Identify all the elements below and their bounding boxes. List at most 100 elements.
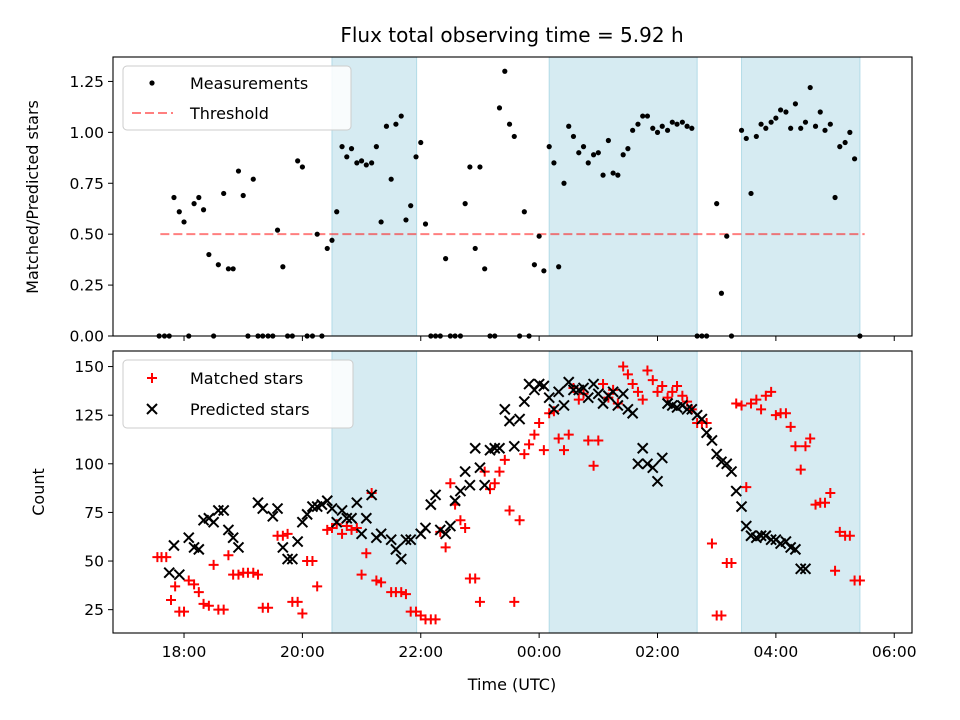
measurement-point	[674, 121, 680, 127]
predicted-star-point	[612, 399, 624, 412]
predicted-star-point	[267, 510, 279, 523]
measurement-point	[403, 217, 409, 223]
matched-star-point	[445, 478, 456, 489]
measurement-point	[506, 121, 513, 127]
measurement-point	[215, 262, 221, 268]
predicted-star-point	[735, 500, 748, 513]
measurement-point	[462, 201, 468, 207]
matched-star-point	[189, 579, 200, 590]
measurement-point	[822, 127, 828, 133]
predicted-star-point	[365, 489, 378, 501]
x-tick-label: 18:00	[162, 643, 207, 661]
measurement-point	[521, 209, 527, 215]
matched-star-point	[371, 575, 382, 586]
matched-star-point	[553, 433, 564, 444]
predicted-star-point	[651, 475, 664, 488]
legend-predicted-label: Predicted stars	[190, 400, 310, 419]
measurement-point	[334, 209, 340, 215]
measurement-point	[605, 137, 611, 144]
measurement-point	[798, 125, 804, 131]
predicted-star-point	[341, 512, 353, 524]
predicted-star-point	[331, 516, 343, 528]
bottom-legend: Matched stars Predicted stars	[122, 359, 354, 429]
measurement-point	[344, 154, 350, 160]
x-tick-label: 20:00	[280, 643, 325, 661]
matched-star-point	[351, 522, 362, 533]
top-x-ticks	[183, 336, 895, 341]
matched-star-point	[785, 421, 796, 432]
matched-star-point	[647, 375, 658, 386]
matched-star-point	[494, 466, 505, 477]
bottom-y-axis-label: Count	[29, 468, 48, 516]
predicted-star-point	[696, 413, 708, 425]
x-tick-label: 02:00	[635, 643, 680, 661]
measurement-point	[191, 201, 197, 207]
predicted-star-point	[419, 522, 432, 534]
measurement-point	[541, 268, 547, 274]
measurement-point	[181, 219, 187, 225]
measurement-point	[635, 121, 641, 127]
matched-star-point	[346, 524, 357, 535]
predicted-star-point	[375, 528, 387, 540]
predicted-star-point	[360, 512, 373, 524]
legend-matched-label: Matched stars	[190, 369, 303, 388]
predicted-star-point	[725, 465, 738, 478]
measurement-point	[240, 192, 246, 199]
measurement-point	[684, 123, 690, 129]
measurement-point	[235, 168, 242, 174]
measurement-point	[502, 68, 508, 74]
legend-x-glyph	[146, 403, 158, 415]
predicted-star-point	[499, 403, 511, 416]
predicted-star-point	[587, 378, 600, 390]
predicted-star-point	[636, 442, 649, 454]
predicted-star-point	[404, 533, 417, 546]
matched-star-point	[534, 417, 545, 428]
predicted-star-point	[395, 553, 407, 565]
measurement-point	[363, 162, 369, 168]
measurement-point	[250, 176, 256, 182]
measurement-point	[378, 219, 384, 225]
y-tick-label: 1.25	[69, 73, 104, 91]
predicted-star-point	[212, 504, 225, 517]
measurement-point	[837, 144, 843, 150]
predicted-star-point	[597, 397, 609, 410]
y-tick-label: 0.50	[69, 226, 104, 244]
x-axis-label: Time (UTC)	[467, 675, 556, 694]
predicted-star-point	[489, 442, 501, 454]
measurement-point	[817, 109, 823, 115]
matched-star-point	[312, 581, 323, 592]
measurement-point	[847, 129, 853, 135]
shaded-span	[548, 56, 698, 337]
predicted-star-point	[454, 485, 467, 497]
measurement-point	[388, 176, 394, 182]
measurement-point	[576, 150, 582, 156]
shaded-span	[741, 56, 861, 337]
predicted-star-point	[617, 388, 629, 400]
y-tick-label: 75	[84, 504, 104, 522]
matched-star-point	[400, 589, 411, 600]
predicted-star-point	[464, 479, 476, 491]
matched-star-point	[166, 594, 177, 605]
predicted-star-point	[193, 543, 205, 556]
predicted-star-point	[459, 465, 471, 478]
predicted-star-point	[577, 382, 590, 394]
measurement-point	[595, 150, 601, 156]
predicted-star-point	[232, 541, 245, 554]
measurement-point	[551, 160, 557, 166]
legend-threshold-label: Threshold	[189, 104, 269, 123]
shaded-span	[741, 350, 861, 634]
measurement-point	[295, 158, 301, 164]
predicted-star-point	[563, 376, 575, 388]
matched-star-point	[632, 386, 643, 397]
predicted-star-point	[173, 568, 185, 581]
matched-star-point	[292, 596, 303, 607]
bottom-panel: 25 50 75 100 125 150 18:00 20:00 22:00 00:00 02:0…	[29, 350, 917, 694]
measurement-point	[383, 123, 390, 129]
predicted-star-point	[626, 407, 639, 419]
y-tick-label: 50	[84, 553, 104, 571]
matched-star-point	[810, 499, 821, 510]
measurement-point	[369, 160, 375, 166]
matched-star-point	[538, 445, 549, 456]
predicted-star-point	[740, 520, 752, 532]
